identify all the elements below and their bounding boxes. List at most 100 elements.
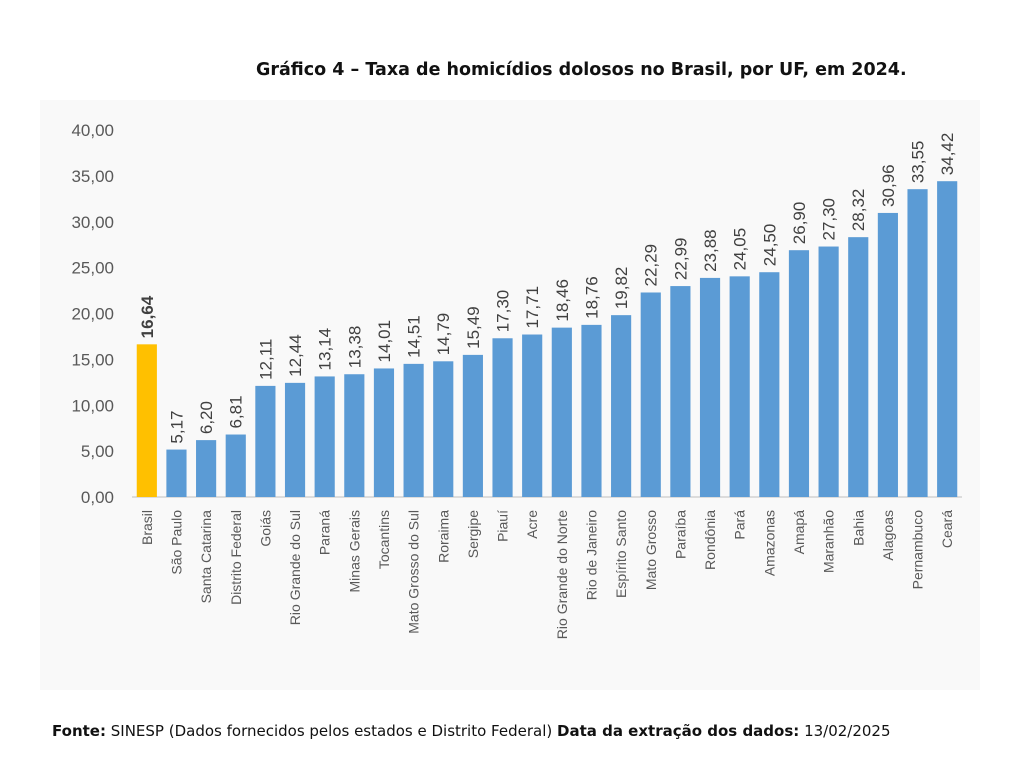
value-label: 34,42 [938,133,957,176]
value-label: 24,05 [731,228,750,271]
value-label: 26,90 [790,202,809,245]
y-tick-label: 30,00 [71,213,114,232]
category-label: Maranhão [821,510,837,573]
category-label: Santa Catarina [198,510,214,604]
bar [581,324,602,497]
category-label: Tocantins [376,510,392,569]
category-label: Amazonas [761,510,777,576]
bar [759,272,780,497]
bar [255,385,276,497]
y-tick-label: 0,00 [81,488,114,507]
value-label: 22,29 [642,244,661,287]
bar [788,250,810,497]
category-label: Paraná [317,510,333,555]
category-label: Goiás [257,510,273,547]
category-label: Brasil [139,510,155,545]
category-label: Alagoas [880,510,896,561]
value-label: 14,79 [434,313,453,356]
bar [166,449,187,497]
y-axis: 0,00 5,00 10,00 15,00 20,00 25,00 30,00 35,00 40… [71,121,962,507]
category-labels: Brasil São Paulo Santa Catarina Distrito Fe… [139,510,955,639]
bar [492,338,513,497]
value-label: 16,64 [138,295,157,338]
value-label: 19,82 [612,267,631,310]
value-label: 27,30 [820,198,839,241]
category-label: Rondônia [702,510,718,570]
category-label: Acre [524,510,540,539]
value-label: 12,11 [256,339,275,380]
category-label: Ceará [939,510,955,548]
value-label: 28,32 [849,189,868,232]
value-label: 22,99 [671,238,690,281]
date-label: Data da extração dos dados: [557,722,800,740]
value-label: 24,50 [760,224,779,267]
bar [373,368,395,497]
value-label: 6,20 [197,401,216,434]
bar [314,376,335,497]
category-label: Pernambuco [910,510,926,590]
footer-note: Fonte: SINESP (Dados fornecidos pelos es… [52,722,891,740]
bar [877,212,898,497]
category-label: Bahia [850,510,866,546]
value-label: 30,96 [879,164,898,207]
category-label: Roraima [435,510,451,563]
category-label: Mato Grosso do Sul [406,510,422,634]
value-label: 18,76 [582,276,601,319]
bar [729,276,750,497]
bar [551,327,572,497]
bar [284,382,306,497]
category-label: Minas Gerais [346,510,362,592]
bar [611,315,632,497]
bar [225,434,246,497]
value-label: 15,49 [464,306,483,349]
value-label: 13,14 [316,328,335,371]
category-label: Rio de Janeiro [583,510,599,600]
value-label: 5,17 [167,410,186,443]
y-tick-label: 35,00 [71,167,114,186]
bar [848,237,869,497]
bar [818,246,839,497]
value-label: 14,51 [405,315,424,358]
value-label: 17,30 [494,290,513,333]
category-label: Mato Grosso [643,510,659,590]
bar [403,363,424,497]
bar [937,181,958,497]
category-label: Amapá [791,510,807,555]
category-label: Pará [732,510,748,540]
value-label: 33,55 [909,141,928,184]
y-tick-label: 40,00 [71,121,114,140]
category-label: São Paulo [168,510,184,575]
bar [640,292,661,497]
bar [344,374,365,497]
value-label: 6,81 [227,395,246,428]
y-tick-label: 5,00 [81,442,114,461]
category-label: Distrito Federal [228,510,244,605]
source-text: SINESP (Dados fornecidos pelos estados e… [110,722,553,740]
y-tick-label: 20,00 [71,305,114,324]
bar [136,344,157,497]
bar [196,440,217,497]
bar [907,189,928,497]
y-tick-label: 10,00 [71,396,114,415]
category-label: Rio Grande do Sul [287,510,303,625]
value-label: 18,46 [553,279,572,322]
y-tick-label: 15,00 [71,350,114,369]
bar [433,361,454,497]
bars [136,181,958,497]
category-label: Espírito Santo [613,510,629,598]
bar [462,354,483,497]
value-label: 13,38 [345,326,364,369]
value-labels: 16,64 5,17 6,20 6,81 12,11 12,44 13,14 13,38 14,… [138,133,957,444]
category-label: Rio Grande do Norte [554,510,570,639]
source-label: Fonte: [52,722,106,740]
category-label: Paraíba [672,510,688,559]
category-label: Sergipe [465,510,481,558]
value-label: 12,44 [286,334,305,377]
value-label: 14,01 [375,320,394,363]
category-label: Piauí [495,510,511,542]
value-label: 17,71 [523,286,542,329]
bar [670,286,691,497]
chart-title: Gráfico 4 – Taxa de homicídios dolosos n… [256,60,907,80]
value-label: 23,88 [701,229,720,272]
